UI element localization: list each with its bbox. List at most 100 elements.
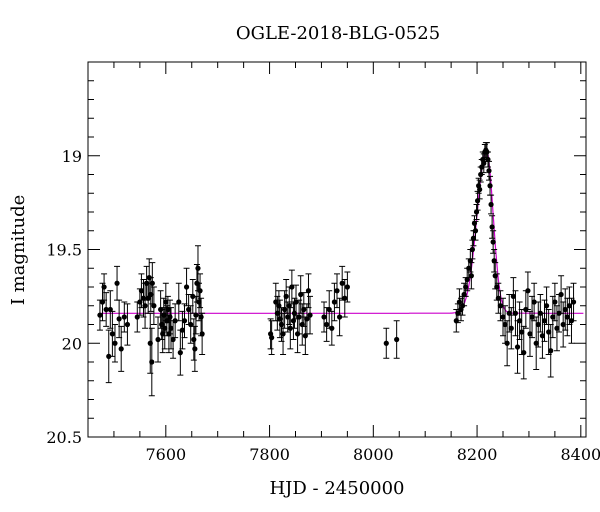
point-marker [197,288,203,294]
point-marker [550,314,556,320]
point-marker [473,209,480,215]
point-marker [163,299,169,305]
y-tick-label: 19.5 [46,241,82,260]
point-marker [160,331,166,337]
point-marker [289,284,295,290]
data-point [485,160,492,181]
point-marker [489,224,495,230]
point-marker [199,331,205,337]
data-point [121,301,128,333]
data-point [524,271,531,310]
data-point [470,230,477,247]
point-marker [533,340,539,346]
y-tick-label: 20 [62,334,82,353]
point-marker [497,303,504,309]
y-tick-label: 20.5 [46,428,82,447]
data-point [192,295,199,335]
point-marker [558,291,564,298]
point-marker [179,327,186,333]
data-point [500,297,506,337]
data-point [508,307,515,350]
data-point [267,318,274,350]
data-point [495,282,502,314]
point-marker [298,291,304,298]
data-point [514,320,521,374]
data-point [199,312,206,355]
point-marker [192,346,198,352]
point-marker [134,314,140,320]
data-point [474,190,481,211]
point-marker [190,293,196,299]
point-marker [394,336,400,343]
point-marker [339,280,345,286]
chart-title: OGLE-2018-BLG-0525 [236,23,440,44]
point-marker [142,303,148,309]
point-marker [539,333,546,339]
data-point [124,303,131,346]
data-point [118,325,125,372]
point-marker [535,321,541,328]
point-marker [336,314,343,320]
point-marker [183,284,190,290]
point-marker [470,235,477,241]
point-marker [517,318,523,324]
point-marker [546,329,552,335]
point-marker [269,335,275,341]
point-marker [307,312,313,318]
point-marker [109,331,115,337]
point-marker [342,295,348,301]
point-marker [495,295,501,301]
data-point [142,282,149,329]
point-marker [472,228,479,234]
data-point [393,320,400,359]
data-point [531,282,538,322]
point-marker [331,299,338,305]
point-marker [112,340,118,346]
point-marker [474,198,481,204]
data-point [489,215,496,239]
point-marker [198,314,204,320]
point-marker [177,350,183,356]
data-point [150,286,157,325]
x-tick-label: 7800 [249,445,290,464]
point-marker [469,246,475,253]
data-point [175,282,182,322]
point-marker [304,316,310,322]
point-marker [186,306,192,313]
point-marker [541,318,548,324]
point-marker [491,258,497,264]
point-marker [149,359,155,365]
point-marker [118,346,124,352]
point-marker [485,156,491,163]
point-marker [181,318,188,324]
point-marker [188,321,194,328]
x-tick-label: 7600 [145,445,186,464]
data-points [96,142,577,397]
data-point [520,325,527,380]
point-marker [506,310,512,316]
point-marker [326,306,332,313]
data-point [558,275,565,314]
data-point [472,220,479,241]
point-marker [334,288,340,294]
point-marker [103,306,109,313]
data-point [107,290,114,329]
data-point [497,290,504,322]
data-point [545,309,552,355]
point-marker [168,325,174,331]
plot-frame [87,61,587,438]
point-marker [191,336,197,343]
data-point [566,286,573,325]
point-marker [564,314,570,320]
point-marker [504,340,510,346]
point-marker [97,312,103,318]
point-marker [121,314,127,320]
point-marker [324,321,330,328]
point-marker [508,325,514,331]
data-point [476,179,483,200]
point-marker [527,331,533,337]
point-marker [468,273,474,279]
y-tick-labels: 19 19.5 20 20.5 [46,147,82,447]
point-marker [519,329,525,335]
data-point [383,327,390,359]
